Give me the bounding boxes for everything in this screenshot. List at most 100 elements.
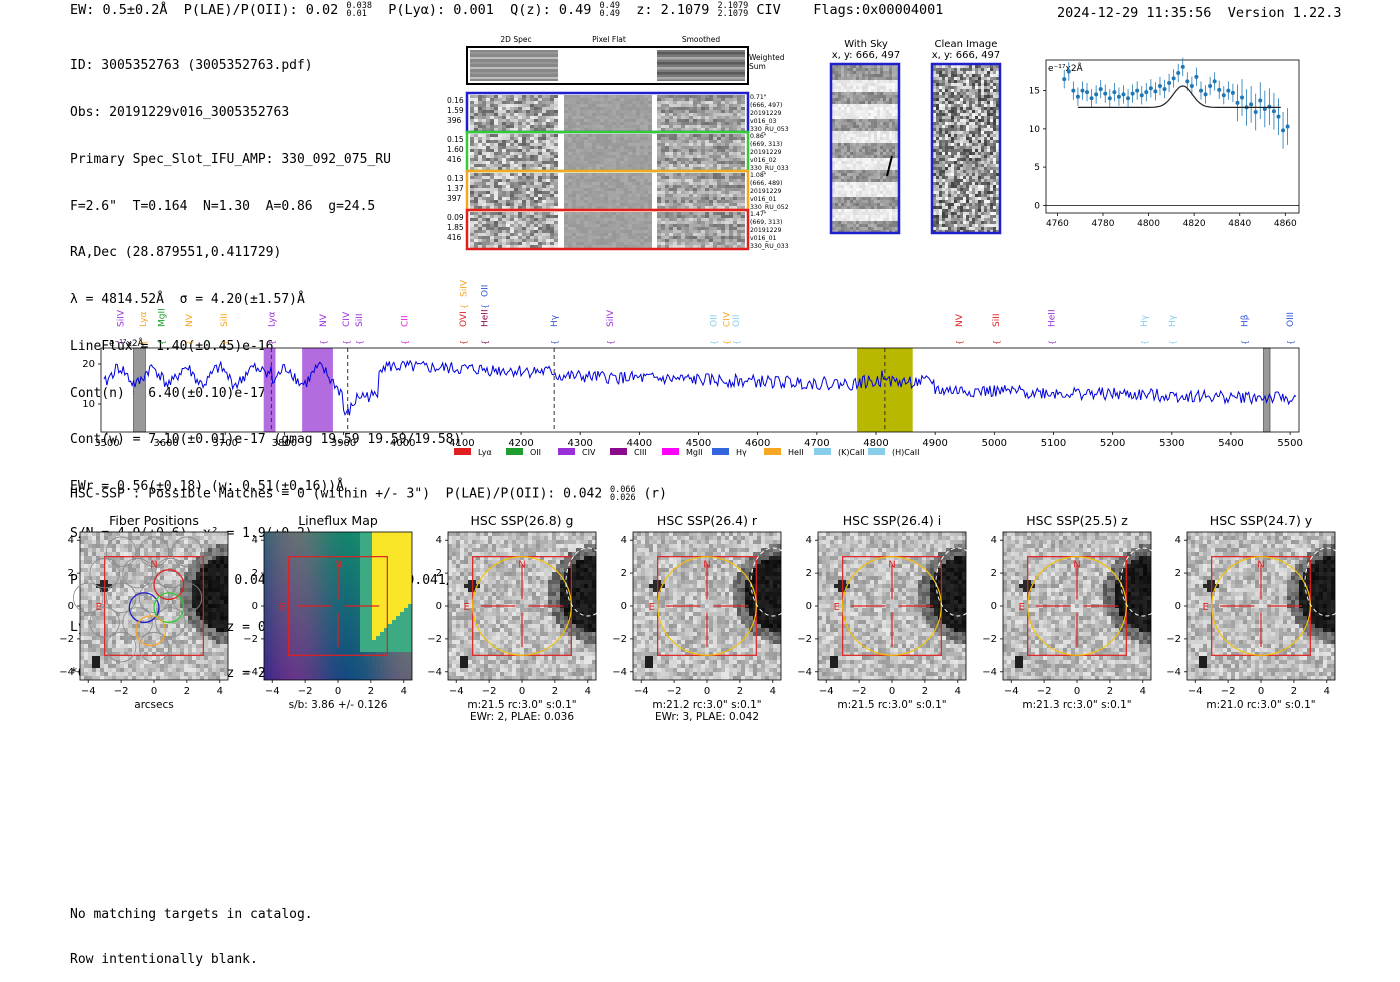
hsc-ytick: 2 xyxy=(621,568,627,579)
spectrum-xtick: 4000 xyxy=(390,438,415,449)
weighted-sum-row: Weighted Sum xyxy=(467,47,785,84)
cutout-right-value: v016_01 xyxy=(750,196,777,203)
emission-line-label: SiII xyxy=(355,313,365,327)
east-label: E xyxy=(649,602,655,613)
zoom-data-point xyxy=(1126,96,1130,100)
east-label: E xyxy=(834,602,840,613)
emission-line-brace: { xyxy=(1140,340,1149,345)
spectrum-xtick: 3900 xyxy=(331,438,356,449)
info-params: F=2.6" T=0.164 N=1.30 A=0.86 g=24.5 xyxy=(70,199,493,215)
north-label: N xyxy=(1073,560,1080,571)
hsc-xtick: 4 xyxy=(217,686,223,697)
north-label: N xyxy=(1257,560,1264,571)
zoom-data-point xyxy=(1226,89,1230,93)
hsc-ytick: 4 xyxy=(806,535,812,546)
hsc-ytick: 4 xyxy=(68,535,74,546)
north-label: N xyxy=(334,560,341,571)
spectrum-band xyxy=(264,348,276,432)
spec-cutouts: 2D Spec Pixel Flat Smoothed Weighted Sum… xyxy=(440,30,800,255)
hsc-xtick: 2 xyxy=(1107,686,1113,697)
emission-line-label: SiII xyxy=(220,313,230,327)
hsc-ytick: −4 xyxy=(243,667,258,678)
hsc-xtick: 0 xyxy=(335,686,341,697)
emission-line-brace: { xyxy=(1048,340,1057,345)
emission-line-label: Hγ xyxy=(550,314,560,327)
hsc-ytick: 2 xyxy=(991,568,997,579)
emission-line-label: Hγ xyxy=(1168,314,1178,327)
cutout-left-value: 1.37 xyxy=(447,184,464,193)
zoom-data-point xyxy=(1231,91,1235,95)
hsc-panel-title: HSC SSP(25.5) z xyxy=(1026,513,1128,528)
hsc-xtick: 4 xyxy=(1140,686,1146,697)
zoom-data-point xyxy=(1249,102,1253,106)
hsc-ytick: 0 xyxy=(436,601,442,612)
hsc-xtick: −4 xyxy=(81,686,96,697)
legend-swatch xyxy=(764,448,781,455)
hsc-xtick: 0 xyxy=(1258,686,1264,697)
cutout-right-value: v016_03 xyxy=(750,118,777,125)
zoom-data-point xyxy=(1094,92,1098,96)
zoom-data-point xyxy=(1254,110,1258,114)
cutout-right-value: (666, 489) xyxy=(750,180,782,187)
hsc-xtick: 0 xyxy=(704,686,710,697)
footer-line-2: Row intentionally blank. xyxy=(70,952,313,967)
hsc-xtick: 2 xyxy=(184,686,190,697)
legend-swatch xyxy=(868,448,885,455)
hsc-xtick: −4 xyxy=(449,686,464,697)
zoom-data-point xyxy=(1199,89,1203,93)
zoom-data-point xyxy=(1144,90,1148,94)
spectrum-xtick: 5300 xyxy=(1159,438,1184,449)
zoom-ytick: 15 xyxy=(1030,87,1040,97)
zoom-data-point xyxy=(1112,90,1116,94)
hsc-ytick: −2 xyxy=(1166,634,1181,645)
emission-line-brace: { xyxy=(732,340,741,345)
hsc-ytick: 0 xyxy=(991,601,997,612)
zoom-data-point xyxy=(1080,89,1084,93)
cutout-left-value: 1.59 xyxy=(447,106,464,115)
zoom-data-point xyxy=(1163,87,1167,91)
hsc-ytick: −4 xyxy=(797,667,812,678)
full-spectrum-chart: SiIV{Lyα{MgII{NV{SiII{Lyα{NV{CIV{SiII{CI… xyxy=(60,275,1320,465)
hsc-image xyxy=(264,532,412,680)
weighted-label: Weighted xyxy=(749,53,785,62)
emission-line-brace: { xyxy=(480,304,489,309)
with-sky-title: With Sky xyxy=(844,39,888,50)
hsc-panel-title: HSC SSP(24.7) y xyxy=(1210,513,1313,528)
emission-line-label: NV xyxy=(955,313,965,327)
spectrum-ytick: 20 xyxy=(82,359,95,370)
cutout-left-value: 397 xyxy=(447,194,462,203)
zoom-data-point xyxy=(1240,95,1244,99)
hsc-ytick: 2 xyxy=(806,568,812,579)
emission-line-brace: { xyxy=(955,340,964,345)
zoom-data-point xyxy=(1194,75,1198,79)
hsc-ytick: 2 xyxy=(68,568,74,579)
zoom-data-point xyxy=(1204,92,1208,96)
emission-line-label: Lyα xyxy=(139,311,149,327)
legend-swatch xyxy=(454,448,471,455)
with-sky-image xyxy=(832,65,898,233)
emission-line-brace: { xyxy=(319,340,328,345)
legend-label: Hγ xyxy=(736,448,747,457)
cutout-right-value: 330_RU_053 xyxy=(750,126,789,133)
emission-line-label-upper: SiIV xyxy=(460,279,470,297)
hsc-ytick: 4 xyxy=(436,535,442,546)
cutout-left-value: 396 xyxy=(447,116,462,125)
hsc-ytick: 4 xyxy=(621,535,627,546)
north-label: N xyxy=(703,560,710,571)
hsc-xtick: 0 xyxy=(889,686,895,697)
spectrum-xtick: 5000 xyxy=(982,438,1007,449)
cutout-left-value: 0.13 xyxy=(447,174,464,183)
hsc-ytick: 0 xyxy=(68,601,74,612)
emission-line-brace: { xyxy=(400,340,409,345)
legend-label: Lyα xyxy=(478,448,492,457)
emission-line-brace: { xyxy=(992,340,1001,345)
east-label: E xyxy=(280,602,286,613)
zoom-data-point xyxy=(1153,89,1157,93)
hsc-caption: m:21.2 rc:3.0" s:0.1" xyxy=(652,699,761,711)
hsc-caption: arcsecs xyxy=(134,699,173,711)
cutout-right-value: 1.08" xyxy=(750,172,767,179)
